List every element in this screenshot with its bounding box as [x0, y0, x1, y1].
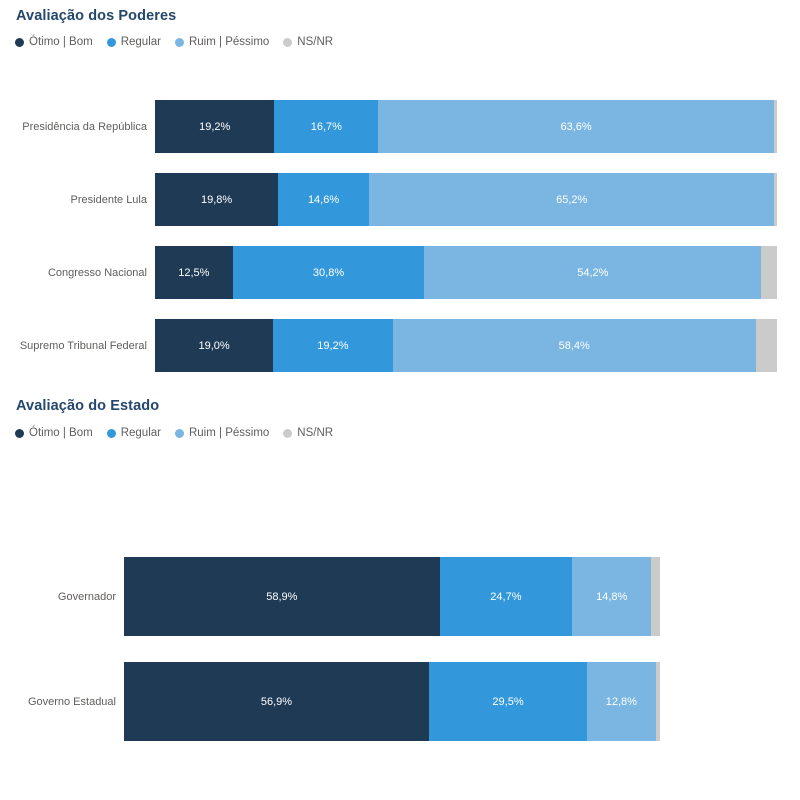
legend-item[interactable]: NS/NR — [283, 36, 333, 48]
bar-segment[interactable] — [774, 173, 777, 226]
value-label: 29,5% — [492, 695, 524, 708]
legend-dot-icon — [106, 428, 116, 438]
bar-row: Governador 58,9% 24,7% 14,8% — [0, 557, 660, 636]
legend-label: Regular — [120, 36, 161, 48]
bar-segment[interactable] — [755, 319, 777, 372]
bar-segment[interactable]: 19,8% — [155, 173, 279, 226]
legend-dot-icon — [283, 428, 293, 438]
legend-label: Ótimo | Bom — [29, 36, 93, 48]
legend-label: NS/NR — [297, 427, 334, 439]
legend-item[interactable]: Ótimo | Bom — [15, 427, 93, 439]
bar-segment[interactable]: 19,2% — [273, 319, 393, 372]
bar-segment[interactable]: 56,9% — [124, 662, 429, 741]
bar-segment[interactable]: 30,8% — [232, 246, 425, 299]
legend-dot-icon — [15, 37, 24, 47]
bar-track: 58,9% 24,7% 14,8% — [124, 557, 660, 636]
bar-segment[interactable]: 65,2% — [368, 173, 775, 226]
bar-segment[interactable]: 14,6% — [278, 173, 369, 226]
value-label: 63,6% — [560, 120, 592, 133]
legend-estado: Ótimo | Bom Regular Ruim | Péssimo NS/NR — [15, 427, 333, 439]
bar-row: Presidência da República 19,2% 16,7% 63,6% — [0, 100, 777, 153]
bar-segment[interactable]: 63,6% — [378, 100, 774, 153]
bar-segment[interactable] — [773, 100, 777, 153]
legend-poderes: Ótimo | Bom Regular Ruim | Péssimo NS/NR — [15, 36, 333, 48]
bar-row: Governo Estadual 56,9% 29,5% 12,8% — [0, 662, 660, 741]
legend-label: Ótimo | Bom — [29, 427, 93, 439]
bar-chart-estado: Governador 58,9% 24,7% 14,8% Governo Estadua… — [0, 557, 660, 767]
chart-title-poderes: Avaliação dos Poderes — [16, 8, 177, 24]
value-label: 16,7% — [310, 120, 342, 133]
value-label: 65,2% — [556, 193, 588, 206]
bar-track: 19,8% 14,6% 65,2% — [155, 173, 777, 226]
legend-item[interactable]: Regular — [106, 427, 161, 439]
bar-track: 56,9% 29,5% 12,8% — [124, 662, 660, 741]
bar-row: Congresso Nacional 12,5% 30,8% 54,2% — [0, 246, 777, 299]
bar-chart-poderes: Presidência da República 19,2% 16,7% 63,6% P… — [0, 100, 777, 392]
bar-segment[interactable] — [761, 246, 777, 299]
category-label: Supremo Tribunal Federal — [19, 339, 147, 352]
value-label: 19,2% — [199, 120, 231, 133]
bar-track: 12,5% 30,8% 54,2% — [155, 246, 777, 299]
value-label: 14,6% — [307, 193, 340, 206]
value-label: 19,8% — [200, 193, 233, 206]
category-label: Governador — [57, 590, 116, 603]
bar-segment[interactable]: 24,7% — [439, 557, 573, 636]
legend-dot-icon — [174, 428, 184, 438]
legend-dot-icon — [106, 37, 116, 47]
value-label: 12,5% — [178, 266, 210, 279]
value-label: 19,0% — [198, 339, 230, 352]
legend-label: Ruim | Péssimo — [188, 427, 270, 439]
bar-segment[interactable]: 19,2% — [155, 100, 275, 153]
category-label: Presidência da República — [22, 120, 147, 133]
legend-dot-icon — [283, 37, 293, 47]
value-label: 24,7% — [490, 590, 522, 603]
category-label: Congresso Nacional — [47, 266, 147, 279]
bar-segment[interactable]: 58,9% — [124, 557, 440, 636]
legend-label: NS/NR — [297, 36, 334, 48]
bar-segment[interactable]: 58,4% — [392, 319, 756, 372]
legend-item[interactable]: Ruim | Péssimo — [174, 427, 270, 439]
value-label: 19,2% — [317, 339, 349, 352]
bar-row: Supremo Tribunal Federal 19,0% 19,2% 58,4% — [0, 319, 777, 372]
bar-segment[interactable]: 14,8% — [572, 557, 652, 636]
bar-segment[interactable] — [651, 557, 660, 636]
bar-segment[interactable]: 16,7% — [274, 100, 379, 153]
bar-segment[interactable]: 54,2% — [424, 246, 762, 299]
legend-item[interactable]: Regular — [106, 36, 161, 48]
bar-segment[interactable]: 12,5% — [155, 246, 233, 299]
legend-label: Ruim | Péssimo — [188, 36, 270, 48]
legend-item[interactable]: Ótimo | Bom — [15, 36, 93, 48]
bar-segment[interactable]: 12,8% — [587, 662, 656, 741]
value-label: 12,8% — [605, 695, 637, 708]
bar-track: 19,2% 16,7% 63,6% — [155, 100, 777, 153]
bar-segment[interactable]: 19,0% — [155, 319, 274, 372]
category-label: Governo Estadual — [27, 695, 116, 708]
value-label: 56,9% — [260, 695, 293, 708]
legend-dot-icon — [15, 428, 24, 438]
value-label: 58,4% — [558, 339, 590, 352]
value-label: 58,9% — [266, 590, 298, 603]
chart-title-estado: Avaliação do Estado — [16, 398, 160, 414]
bar-segment[interactable] — [655, 662, 660, 741]
bar-segment[interactable]: 29,5% — [428, 662, 588, 741]
bar-track: 19,0% 19,2% 58,4% — [155, 319, 777, 372]
value-label: 30,8% — [312, 266, 345, 279]
value-label: 54,2% — [577, 266, 609, 279]
legend-dot-icon — [174, 37, 184, 47]
legend-item[interactable]: NS/NR — [283, 427, 333, 439]
bar-row: Presidente Lula 19,8% 14,6% 65,2% — [0, 173, 777, 226]
value-label: 14,8% — [596, 590, 628, 603]
legend-item[interactable]: Ruim | Péssimo — [174, 36, 270, 48]
legend-label: Regular — [120, 427, 161, 439]
category-label: Presidente Lula — [70, 193, 147, 206]
